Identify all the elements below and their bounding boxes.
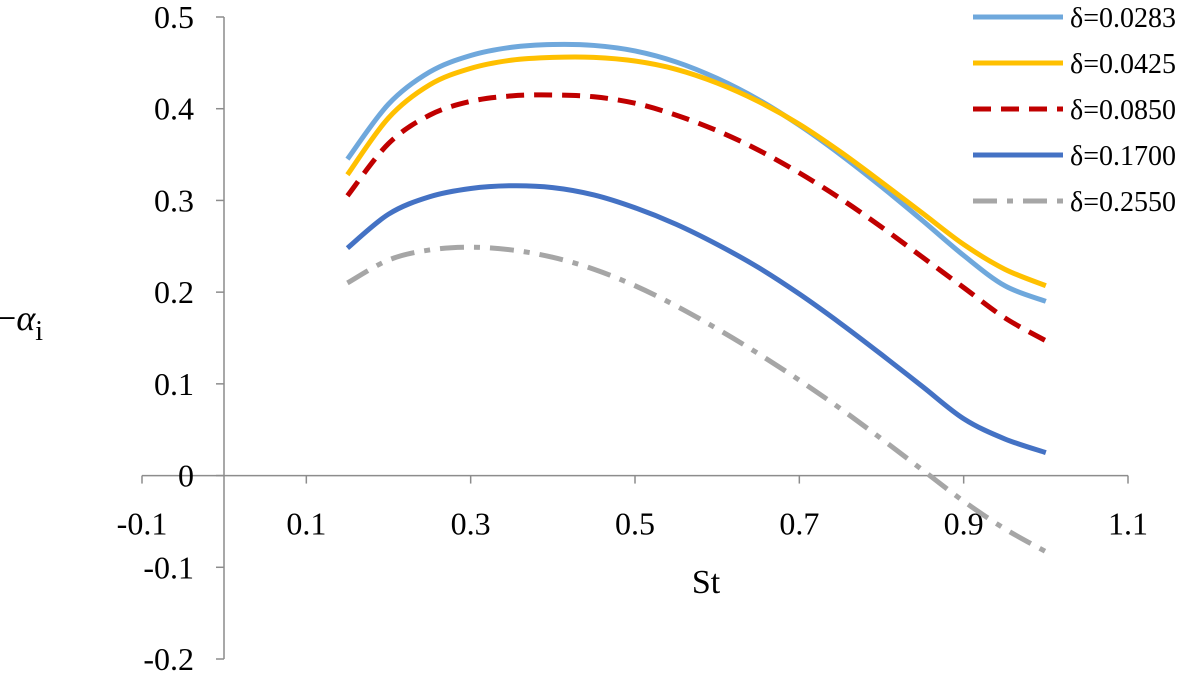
y-tick-label: 0.4 <box>154 91 194 127</box>
y-axis-title-subscript: i <box>35 316 43 347</box>
y-tick-label: 0.5 <box>154 0 194 35</box>
y-axis-ticks: -0.2 -0.1 0 0.1 0.2 0.3 0.4 0.5 <box>143 0 224 673</box>
series-line-2 <box>345 54 1047 289</box>
y-axis-title-prefix: − <box>0 298 16 338</box>
x-tick-label: 0.1 <box>286 506 326 542</box>
x-axis-ticks: -0.1 0.1 0.3 0.5 0.7 0.9 1.1 <box>117 475 1148 542</box>
x-axis-title: St <box>692 564 721 601</box>
legend-label-3: δ=0.0850 <box>1070 95 1176 126</box>
x-tick-label: 0.5 <box>615 506 655 542</box>
y-tick-label: 0.2 <box>154 274 194 310</box>
x-tick-label: -0.1 <box>117 506 168 542</box>
axes <box>142 17 1128 659</box>
x-tick-label: 0.7 <box>779 506 819 542</box>
y-tick-label: -0.2 <box>143 641 194 673</box>
y-tick-label: 0.1 <box>154 366 194 402</box>
series-line-1 <box>345 41 1047 304</box>
series-line-5 <box>346 244 1048 554</box>
series-line-4 <box>345 183 1047 456</box>
legend-label-5: δ=0.2550 <box>1070 187 1176 218</box>
series-line-3 <box>345 92 1048 343</box>
y-axis-title-symbol: α <box>16 298 36 338</box>
y-tick-label: 0 <box>178 458 194 494</box>
y-axis-title: −αi <box>0 298 43 347</box>
x-tick-label: 0.3 <box>451 506 491 542</box>
y-tick-label: -0.1 <box>143 549 194 585</box>
legend-label-2: δ=0.0425 <box>1070 49 1176 80</box>
x-tick-label: 1.1 <box>1108 506 1148 542</box>
series-layer <box>345 41 1048 554</box>
legend-label-1: δ=0.0283 <box>1070 3 1176 34</box>
legend-label-4: δ=0.1700 <box>1070 141 1176 172</box>
y-tick-label: 0.3 <box>154 182 194 218</box>
legend: δ=0.0283 δ=0.0425 δ=0.0850 δ=0.1700 δ=0.2550 <box>973 3 1176 218</box>
